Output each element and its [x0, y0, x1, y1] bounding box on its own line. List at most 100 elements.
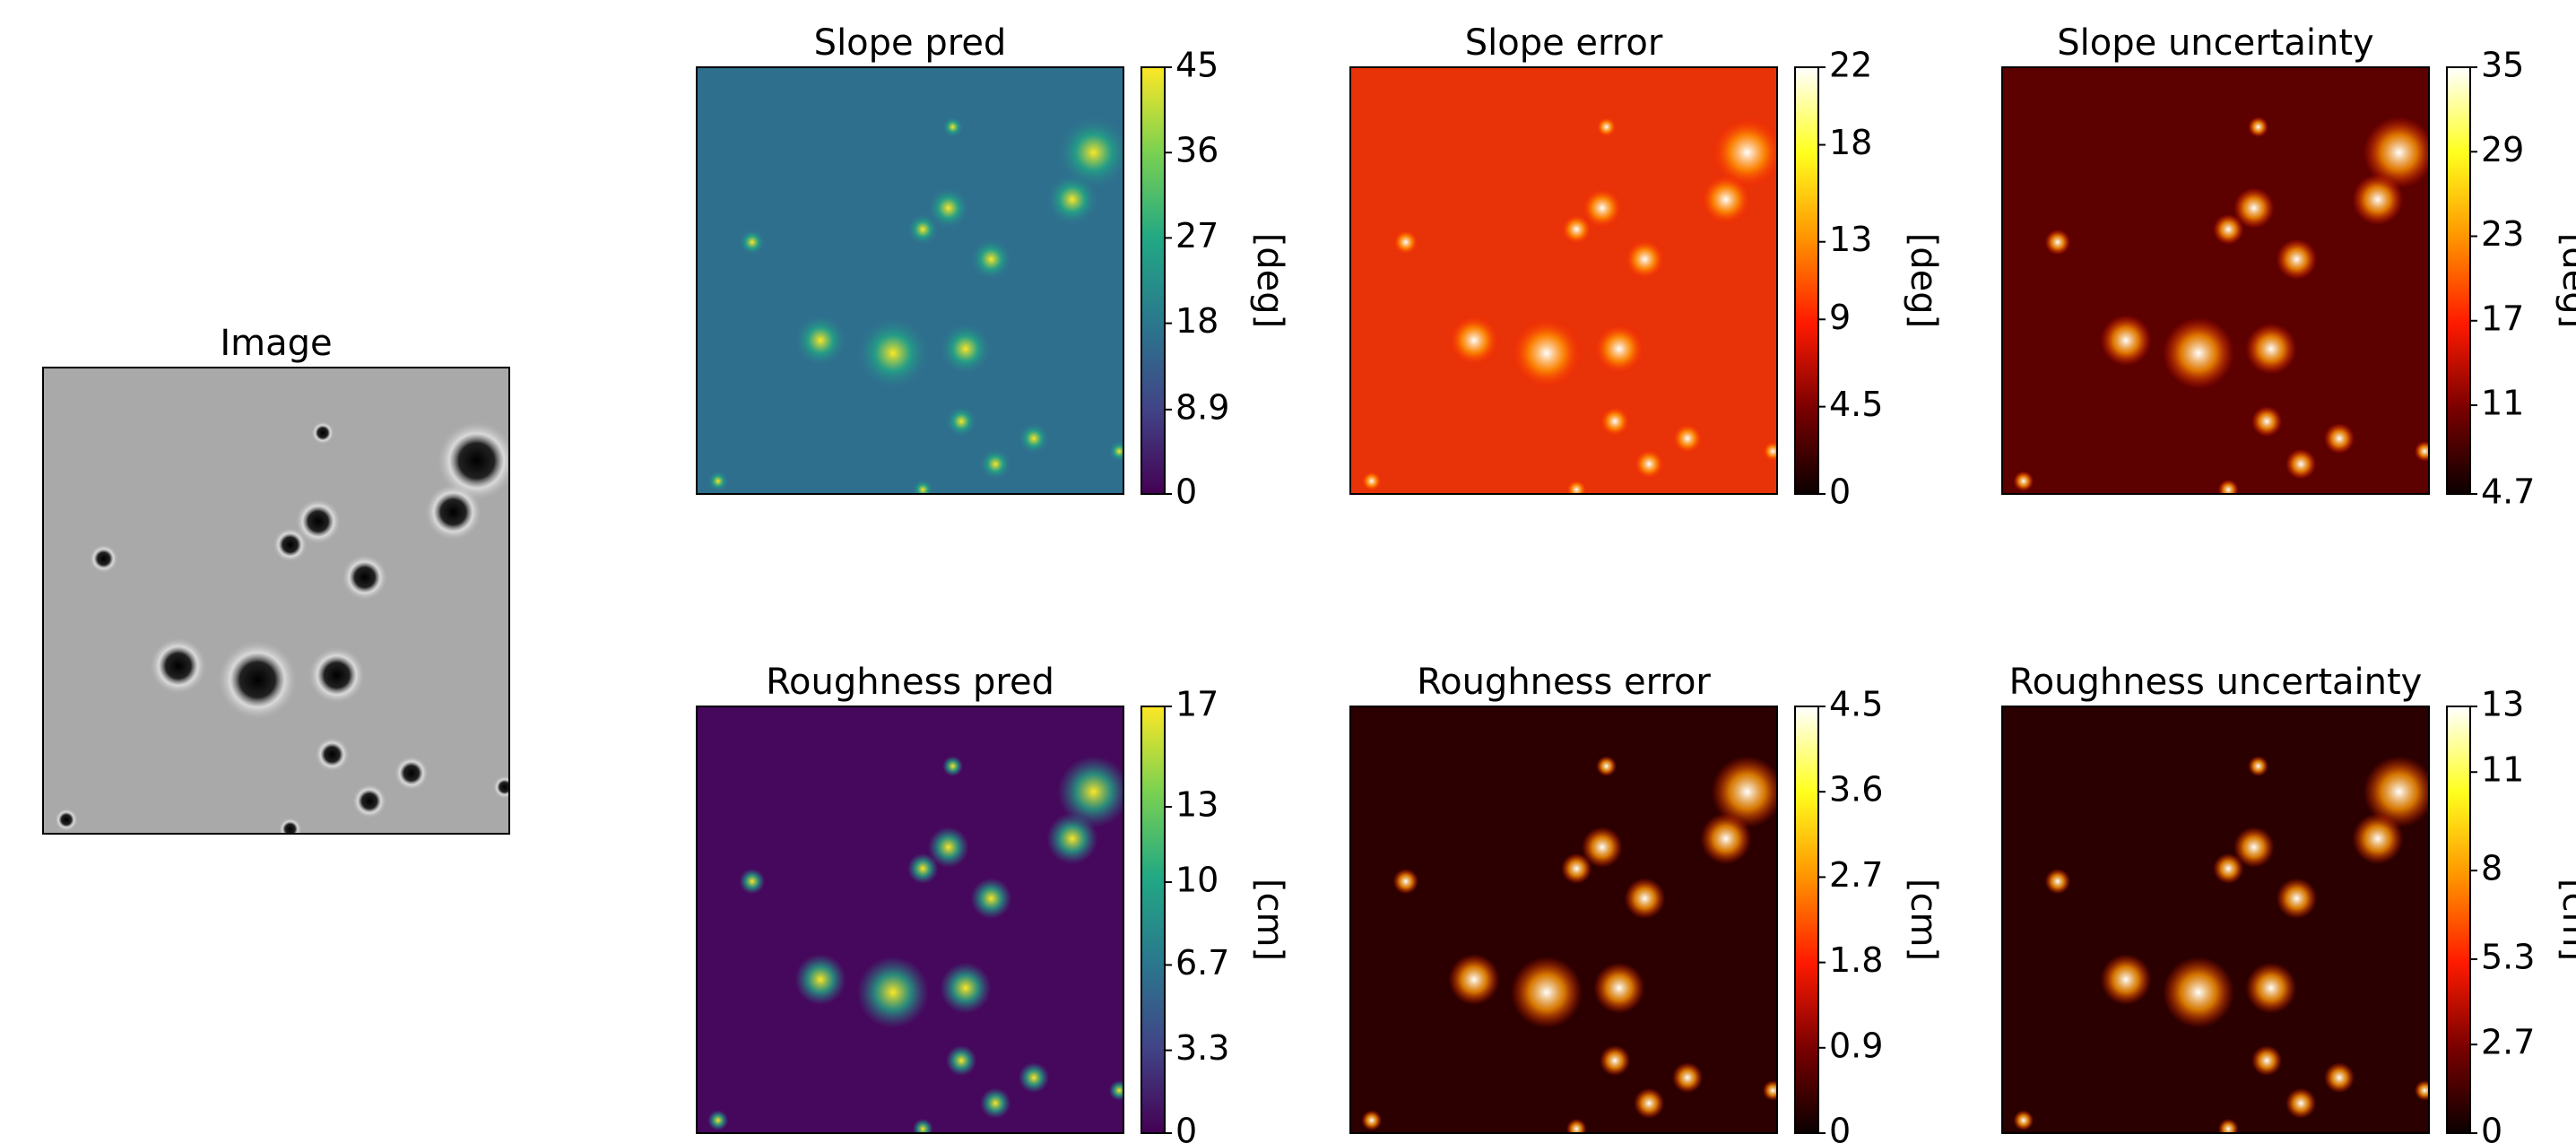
crater: [1671, 422, 1704, 455]
crater: [1018, 1061, 1050, 1094]
crater: [942, 756, 964, 777]
colorbar-tick-label: 0: [1829, 1112, 1851, 1143]
colorbar: [1794, 706, 1819, 1134]
crater: [942, 117, 964, 138]
crater: [2044, 229, 2071, 255]
crater: [1392, 868, 1419, 895]
crater: [2276, 878, 2318, 920]
crater: [2414, 440, 2429, 462]
panel-image: [697, 706, 1123, 1133]
colorbar-tick-label: 45: [1175, 46, 1219, 85]
crater: [2276, 238, 2318, 281]
crater: [1566, 1118, 1587, 1133]
crater: [2323, 422, 2355, 455]
crater: [2213, 853, 2244, 885]
crater: [2100, 315, 2152, 367]
crater: [739, 229, 766, 255]
colorbar-tick-label: 0.9: [1829, 1026, 1883, 1065]
crater: [311, 421, 334, 445]
colorbar: [1141, 706, 1166, 1134]
crater: [1599, 405, 1631, 437]
crater: [2251, 1044, 2283, 1077]
crater: [2245, 962, 2297, 1014]
crater: [927, 187, 969, 229]
crater: [2248, 756, 2269, 777]
colorbar-tick-label: 2.7: [2481, 1023, 2535, 1062]
crater: [1057, 117, 1123, 189]
colorbar-tick-label: 18: [1829, 123, 1872, 162]
crater: [907, 213, 939, 246]
crater: [1561, 213, 1592, 246]
colorbar-label: [cm]: [1249, 879, 1290, 961]
crater: [794, 954, 846, 1006]
crater: [945, 405, 977, 437]
crater: [1108, 1079, 1123, 1101]
panel-image: [43, 368, 509, 834]
crater: [2233, 187, 2275, 229]
colorbar-label: [cm]: [2554, 879, 2576, 961]
crater: [1510, 956, 1583, 1028]
colorbar-tick-label: 0: [2481, 1112, 2502, 1143]
colorbar-tick-label: 13: [1175, 785, 1219, 825]
panel-frame: [696, 66, 1124, 495]
image-background: [1350, 67, 1777, 494]
crater: [970, 878, 1012, 920]
image-background: [2002, 67, 2429, 494]
crater: [1624, 238, 1666, 281]
crater: [437, 421, 509, 500]
crater: [1510, 316, 1583, 389]
crater: [279, 818, 302, 834]
crater: [856, 956, 929, 1028]
panel-frame: [1349, 706, 1778, 1134]
colorbar-tick-label: 23: [2481, 214, 2524, 254]
colorbar-tick-label: 6.7: [1175, 943, 1229, 983]
crater: [1593, 962, 1645, 1014]
colorbar-tick-label: 27: [1175, 216, 1219, 255]
panel-frame: [1349, 66, 1778, 495]
crater: [2213, 213, 2244, 246]
crater: [856, 316, 929, 389]
crater: [2248, 117, 2269, 138]
colorbar-label: [cm]: [1903, 879, 1944, 961]
crater: [1700, 174, 1752, 226]
colorbar: [2446, 66, 2471, 495]
panel-title: Image: [220, 323, 332, 364]
colorbar-tick-label: 17: [1175, 685, 1219, 724]
crater: [315, 737, 350, 772]
crater: [493, 775, 509, 799]
colorbar-label: [deg]: [1903, 233, 1944, 329]
crater: [940, 323, 992, 375]
image-background: [697, 67, 1123, 494]
crater: [1762, 440, 1777, 462]
panel-title: Slope error: [1465, 22, 1663, 64]
colorbar-tick-label: 0: [1175, 1112, 1197, 1143]
panel-title: Slope pred: [814, 22, 1007, 64]
panel-title: Roughness error: [1417, 662, 1711, 703]
crater: [707, 1110, 729, 1131]
panel-image: [1350, 706, 1777, 1133]
crater: [2352, 174, 2404, 226]
colorbar-tick-label: 10: [1175, 861, 1219, 900]
crater: [2251, 405, 2283, 437]
crater: [980, 1087, 1011, 1119]
panel-image: [1350, 67, 1777, 494]
colorbar-tick-label: 4.7: [2481, 472, 2535, 512]
crater: [1596, 117, 1618, 138]
colorbar: [2446, 706, 2471, 1134]
colorbar-tick-label: 3.3: [1175, 1028, 1229, 1068]
colorbar-tick-label: 8: [2481, 849, 2502, 888]
crater: [2162, 956, 2234, 1028]
crater: [1581, 827, 1623, 868]
panel-title: Roughness pred: [766, 662, 1054, 703]
crater: [912, 479, 933, 494]
crater: [395, 756, 429, 791]
colorbar-tick-label: 4.5: [1829, 385, 1883, 424]
colorbar-tick-label: 9: [1829, 298, 1851, 337]
colorbar: [1141, 66, 1166, 495]
crater: [273, 527, 308, 562]
crater: [342, 555, 387, 600]
crater: [1561, 853, 1592, 885]
crater: [295, 498, 341, 544]
